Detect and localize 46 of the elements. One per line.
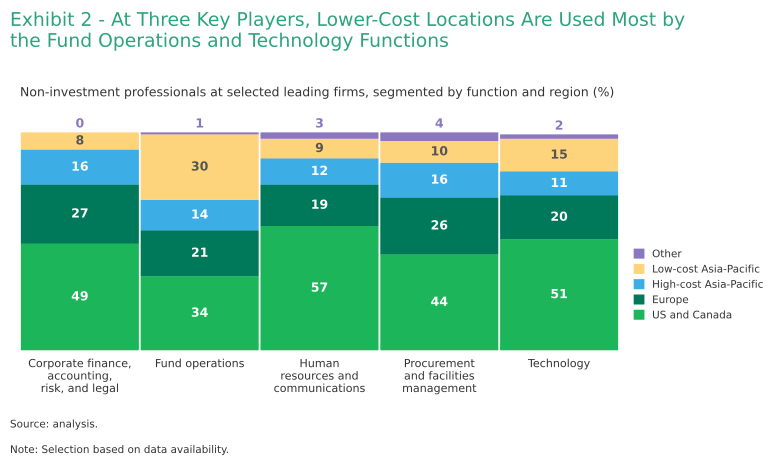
data-label: 27 xyxy=(72,208,88,218)
data-label: 11 xyxy=(552,178,567,187)
data-label: 3 xyxy=(316,118,323,128)
data-label: 9 xyxy=(316,142,324,152)
x-tick-label: Technology xyxy=(528,358,590,370)
data-label: 1 xyxy=(196,118,204,128)
data-label: 0 xyxy=(76,118,84,128)
legend-label: High-cost Asia-Pacific xyxy=(653,280,763,290)
data-label: 2 xyxy=(556,120,562,130)
chart-title: Exhibit 2 - At Three Key Players, Lower-Cost Locations Are Used Most by the Fund Operations and Technology Functions xyxy=(10,12,685,51)
text: Note: Selection based on data availability. xyxy=(11,445,228,456)
bar xyxy=(260,132,378,139)
data-label: 20 xyxy=(551,211,568,221)
data-label: 4 xyxy=(436,118,444,128)
data-label: 57 xyxy=(312,282,328,292)
data-label: 44 xyxy=(431,296,448,306)
data-label: 16 xyxy=(432,174,448,184)
x-tick-label: Procurement and facilities management xyxy=(403,358,476,394)
data-label: 19 xyxy=(312,199,328,209)
bar xyxy=(20,150,139,185)
legend-label: US and Canada xyxy=(652,310,732,318)
data-label: 8 xyxy=(76,135,84,145)
x-tick-label: Fund operations xyxy=(156,358,244,370)
data-label: 16 xyxy=(72,161,88,171)
data-label: 30 xyxy=(192,161,208,171)
bar xyxy=(260,226,378,350)
bar xyxy=(260,184,378,226)
data-label: 49 xyxy=(72,291,88,301)
data-label: 12 xyxy=(312,166,328,175)
source-note: Source: analysis. xyxy=(10,420,97,430)
bar xyxy=(140,200,259,230)
chart-subtitle: Non-investment professionals at selected leading firms, segmented by function and region (%) xyxy=(21,86,614,99)
data-label: 34 xyxy=(192,307,208,317)
bar xyxy=(260,138,378,158)
data-label: 51 xyxy=(551,289,567,298)
data-label: 10 xyxy=(432,146,448,156)
data-label: 14 xyxy=(192,209,208,219)
legend-label: Other xyxy=(652,249,682,258)
x-tick-label: Human resources and communications xyxy=(274,358,365,392)
x-tick-label: Corporate finance, accounting, risk, and legal xyxy=(28,358,131,394)
legend-label: Europe xyxy=(653,295,688,306)
data-label: 21 xyxy=(192,247,208,257)
bar xyxy=(260,158,378,185)
data-label: 15 xyxy=(552,149,567,159)
data-label: 26 xyxy=(432,220,448,230)
legend-label: Low-cost Asia-Pacific xyxy=(653,264,760,273)
